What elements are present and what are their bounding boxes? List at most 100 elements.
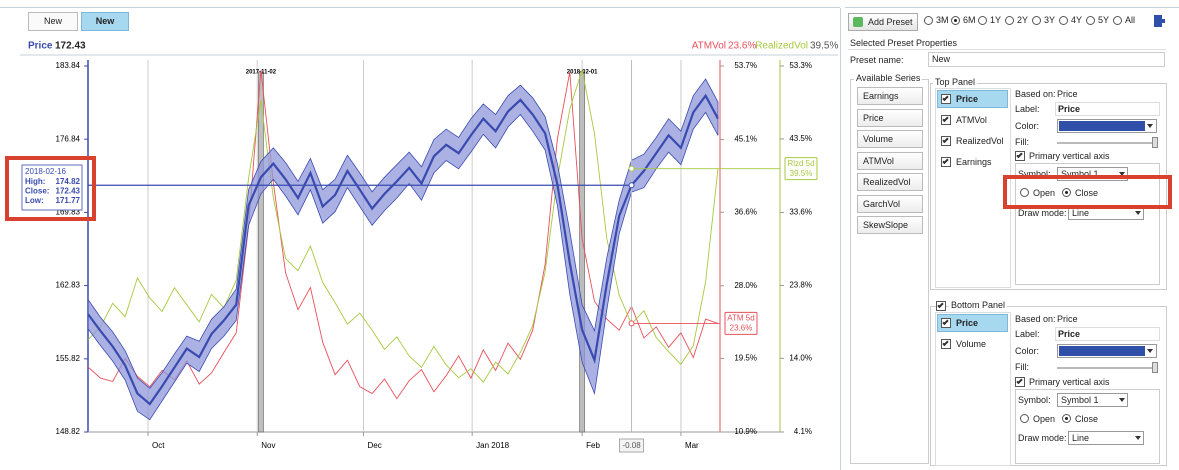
event-marker (579, 71, 586, 433)
highlight-annotation (5, 156, 96, 221)
symbol-label: Symbol: (1018, 395, 1051, 405)
series-button[interactable]: SkewSlope (857, 216, 923, 234)
draw-mode-value: Line (1072, 433, 1090, 443)
symbol-value: Symbol 1 (1061, 169, 1099, 179)
fill-label: Fill: (1015, 362, 1029, 372)
add-icon (853, 17, 863, 27)
series-item-label[interactable]: ATMVol (956, 115, 987, 125)
range-radio[interactable] (1086, 16, 1095, 25)
series-button[interactable]: RealizedVol (857, 173, 923, 191)
price-readout-name: Price (28, 41, 53, 52)
crosshair-label: -0.08 (622, 441, 641, 450)
series-button[interactable]: Earnings (857, 87, 923, 105)
chart: Price 172.43 ATMVol 23.6%RealizedVol 39.5%Oc… (5, 41, 838, 453)
series-checkbox[interactable] (941, 318, 951, 328)
range-radio[interactable] (1032, 16, 1041, 25)
series-checkbox[interactable] (941, 115, 951, 125)
range-radio[interactable] (1113, 16, 1122, 25)
draw-mode-select[interactable]: Line (1068, 431, 1144, 445)
series-checkbox[interactable] (941, 94, 951, 104)
series-button[interactable]: Price (857, 108, 923, 127)
preset-name-label: Preset name: (850, 55, 904, 65)
check-mark (942, 136, 949, 144)
series-item-label[interactable]: Price (956, 318, 979, 328)
open-label: Open (1033, 188, 1056, 198)
color-picker[interactable] (1057, 119, 1157, 133)
series-checkbox[interactable] (941, 157, 951, 167)
primary-axis-checkbox[interactable] (1015, 151, 1025, 161)
symbol-select[interactable]: Symbol 1 (1057, 393, 1128, 407)
select-arrow (1119, 172, 1125, 176)
label-input[interactable]: Price (1055, 102, 1160, 116)
tooltip-row-value: 174.82 (56, 177, 81, 186)
fill-slider-track (1057, 367, 1157, 369)
y3-tick-label: 4.1% (794, 427, 812, 436)
tab[interactable]: New (81, 12, 129, 31)
range-radio[interactable] (978, 16, 987, 25)
series-item-selected[interactable] (937, 314, 1008, 332)
y2-tick-label: 10.9% (734, 427, 757, 436)
range-radio[interactable] (1005, 16, 1014, 25)
open-radio[interactable] (1020, 414, 1029, 423)
check-mark (942, 157, 949, 165)
add-preset-button[interactable]: Add Preset (848, 13, 918, 31)
color-label: Color: (1015, 121, 1040, 131)
value-tag-box (784, 157, 818, 181)
range-label: 3Y (1044, 15, 1056, 25)
available-title: Available Series (854, 73, 923, 83)
range-label: 1Y (990, 15, 1002, 25)
open-radio[interactable] (1020, 188, 1029, 197)
tooltip-row-label: Close: (25, 187, 49, 196)
range-label: 2Y (1017, 15, 1029, 25)
series-item-label[interactable]: Price (956, 94, 979, 104)
range-radio[interactable] (1059, 16, 1068, 25)
price-readout-value: 172.43 (55, 41, 86, 52)
range-label: 4Y (1071, 15, 1083, 25)
series-checkbox[interactable] (941, 136, 951, 146)
fill-slider-thumb[interactable] (1152, 362, 1158, 373)
series-item-label[interactable]: RealizedVol (956, 136, 1004, 146)
tab[interactable]: New (28, 12, 78, 31)
fill-slider-thumb[interactable] (1152, 137, 1158, 148)
color-arrow (1147, 124, 1153, 128)
series-checkbox[interactable] (941, 339, 951, 349)
price-line (87, 93, 719, 406)
series-button[interactable]: GarchVol (857, 194, 923, 213)
color-swatch (1059, 346, 1145, 356)
range-radio[interactable] (924, 16, 933, 25)
primary-axis-checkbox[interactable] (1015, 377, 1025, 387)
fill-slider-track (1057, 142, 1157, 144)
based-on-value: Price (1057, 89, 1078, 99)
y3-tick-label: 23.8% (789, 281, 812, 290)
preset-name-input[interactable]: New (928, 52, 1165, 67)
based-on-value: Price (1057, 314, 1078, 324)
export-icon-tab (1162, 19, 1165, 23)
close-radio[interactable] (1062, 188, 1071, 197)
series-item-label[interactable]: Earnings (956, 157, 992, 167)
color-picker[interactable] (1057, 344, 1157, 358)
close-label: Close (1075, 188, 1099, 198)
atm-readout-value: 23.6% (728, 41, 756, 52)
open-label: Open (1033, 414, 1056, 424)
y-tick-label: 162.83 (56, 281, 81, 290)
x-tick-label: Nov (261, 441, 275, 450)
y2-tick-label: 28.0% (734, 281, 757, 290)
range-radio[interactable] (951, 16, 960, 25)
tooltip-row-value: 171.77 (56, 196, 81, 205)
x-tick-label: Mar (685, 441, 699, 450)
panel-checkbox[interactable] (936, 301, 946, 311)
range-label: 6M (963, 15, 976, 25)
close-radio[interactable] (1062, 414, 1071, 423)
y2-tick-label: 19.5% (734, 354, 757, 363)
label-input[interactable]: Price (1055, 327, 1160, 341)
panel-title: Top Panel (933, 77, 978, 87)
series-item-selected[interactable] (937, 90, 1008, 108)
series-button[interactable]: ATMVol (857, 151, 923, 170)
series-item-label[interactable]: Volume (956, 339, 987, 349)
select-arrow (1119, 398, 1125, 402)
symbol-label: Symbol: (1018, 169, 1051, 179)
range-label: 5Y (1098, 15, 1110, 25)
series-button[interactable]: Volume (857, 130, 923, 148)
export-icon[interactable] (1154, 15, 1162, 27)
event-marker (258, 71, 264, 433)
